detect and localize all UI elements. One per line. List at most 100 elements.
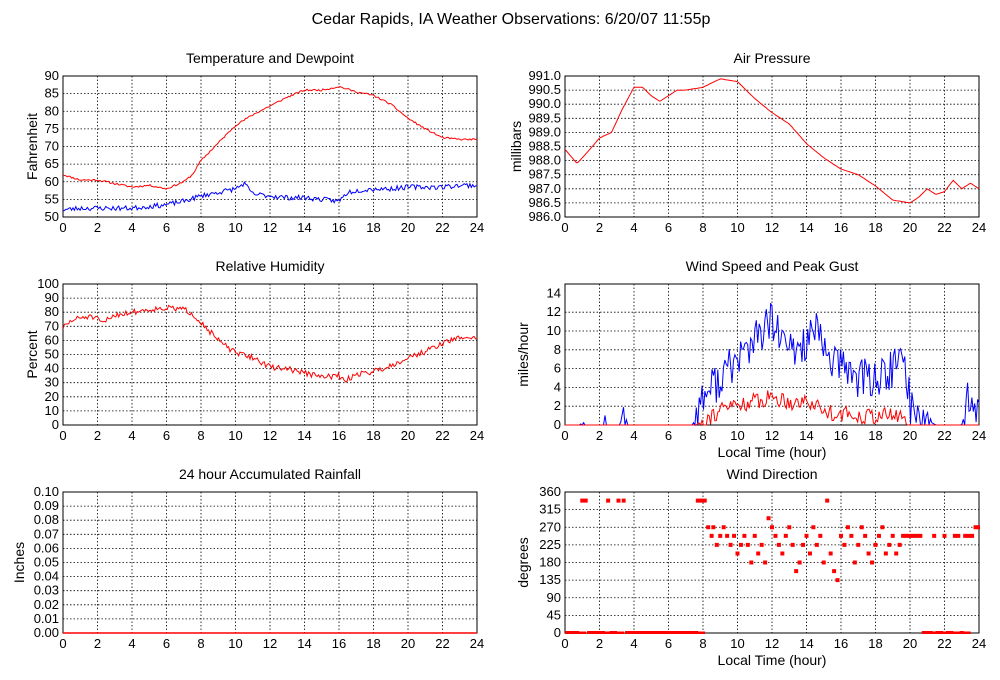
- direction-point: [804, 533, 809, 538]
- y-tick-label: 990.0: [528, 96, 561, 111]
- direction-point: [773, 533, 778, 538]
- x-tick-label: 4: [630, 428, 637, 443]
- x-tick-label: 6: [163, 220, 170, 235]
- y-tick-label: 60: [45, 174, 59, 189]
- direction-point: [763, 560, 768, 565]
- y-tick-label: 40: [45, 361, 59, 376]
- y-tick-label: 987.5: [528, 167, 561, 182]
- x-tick-label: 22: [435, 636, 449, 651]
- x-tick-label: 4: [128, 220, 135, 235]
- y-tick-label: 60: [45, 332, 59, 347]
- direction-point: [738, 542, 743, 547]
- panel-title: 24 hour Accumulated Rainfall: [179, 466, 361, 482]
- x-tick-label: 12: [263, 220, 277, 235]
- direction-point: [811, 525, 816, 530]
- direction-point: [718, 533, 723, 538]
- direction-point: [699, 498, 704, 503]
- y-tick-label: 0.00: [34, 625, 59, 640]
- y-tick-label: 70: [45, 318, 59, 333]
- direction-point: [752, 533, 757, 538]
- x-tick-label: 2: [94, 428, 101, 443]
- x-tick-label: 14: [297, 428, 311, 443]
- direction-point: [825, 498, 830, 503]
- x-tick-label: 12: [263, 636, 277, 651]
- x-tick-label: 24: [470, 220, 484, 235]
- direction-point: [794, 569, 799, 574]
- direction-point: [735, 551, 740, 556]
- y-tick-label: 50: [45, 347, 59, 362]
- direction-point: [956, 533, 961, 538]
- y-tick-label: 990.5: [528, 82, 561, 97]
- direction-point: [849, 533, 854, 538]
- x-tick-label: 2: [94, 220, 101, 235]
- y-tick-label: 10: [45, 403, 59, 418]
- direction-point: [842, 542, 847, 547]
- direction-point: [918, 533, 923, 538]
- y-tick-label: 20: [45, 389, 59, 404]
- direction-point: [963, 533, 968, 538]
- direction-point: [728, 542, 733, 547]
- x-tick-label: 6: [665, 428, 672, 443]
- direction-point: [970, 533, 975, 538]
- y-tick-label: 85: [45, 86, 59, 101]
- y-axis-label: miles/hour: [515, 322, 531, 387]
- x-tick-label: 20: [903, 428, 917, 443]
- y-axis-label: Percent: [24, 330, 40, 378]
- panel-title: Wind Speed and Peak Gust: [686, 258, 859, 274]
- y-tick-label: 65: [45, 156, 59, 171]
- x-tick-label: 6: [665, 220, 672, 235]
- x-tick-label: 16: [834, 428, 848, 443]
- x-tick-label: 2: [596, 220, 603, 235]
- x-tick-label: 0: [59, 428, 66, 443]
- y-tick-label: 315: [539, 502, 561, 517]
- y-tick-label: 50: [45, 209, 59, 224]
- y-tick-label: 0.10: [34, 484, 59, 499]
- x-tick-label: 8: [197, 428, 204, 443]
- y-axis-label: degrees: [515, 537, 531, 588]
- direction-point: [616, 498, 621, 503]
- series-line-primary: [63, 304, 478, 383]
- x-tick-label: 10: [228, 636, 242, 651]
- plot-frame: [62, 283, 478, 426]
- y-tick-label: 12: [547, 304, 561, 319]
- y-tick-label: 989.5: [528, 110, 561, 125]
- x-tick-label: 10: [730, 428, 744, 443]
- x-tick-label: 18: [868, 636, 882, 651]
- direction-point: [835, 578, 840, 583]
- x-tick-label: 14: [799, 428, 813, 443]
- direction-point: [797, 560, 802, 565]
- series-line-secondary: [63, 180, 478, 212]
- x-tick-label: 8: [699, 220, 706, 235]
- direction-point: [845, 525, 850, 530]
- y-tick-label: 80: [45, 304, 59, 319]
- x-tick-label: 6: [163, 428, 170, 443]
- direction-point: [790, 542, 795, 547]
- direction-point: [814, 542, 819, 547]
- y-tick-label: 45: [547, 607, 561, 622]
- x-tick-label: 8: [699, 636, 706, 651]
- y-tick-label: 180: [539, 555, 561, 570]
- x-tick-label: 16: [332, 428, 346, 443]
- panel-title: Air Pressure: [733, 50, 810, 66]
- x-tick-label: 16: [834, 220, 848, 235]
- x-tick-label: 16: [332, 636, 346, 651]
- x-axis-label: Local Time (hour): [718, 444, 827, 460]
- direction-point: [783, 533, 788, 538]
- direction-point: [908, 533, 912, 538]
- y-tick-label: 0.03: [34, 583, 59, 598]
- y-tick-label: 0.02: [34, 597, 59, 612]
- x-tick-label: 12: [765, 636, 779, 651]
- x-tick-label: 18: [868, 428, 882, 443]
- direction-point: [901, 533, 906, 538]
- x-tick-label: 0: [561, 636, 568, 651]
- x-tick-label: 4: [128, 636, 135, 651]
- direction-point: [695, 498, 700, 503]
- series-line-secondary: [565, 390, 979, 426]
- y-tick-label: 6: [554, 361, 561, 376]
- direction-point: [711, 525, 716, 530]
- x-tick-label: 24: [972, 428, 986, 443]
- y-tick-label: 270: [539, 519, 561, 534]
- x-tick-label: 12: [263, 428, 277, 443]
- x-tick-label: 10: [730, 636, 744, 651]
